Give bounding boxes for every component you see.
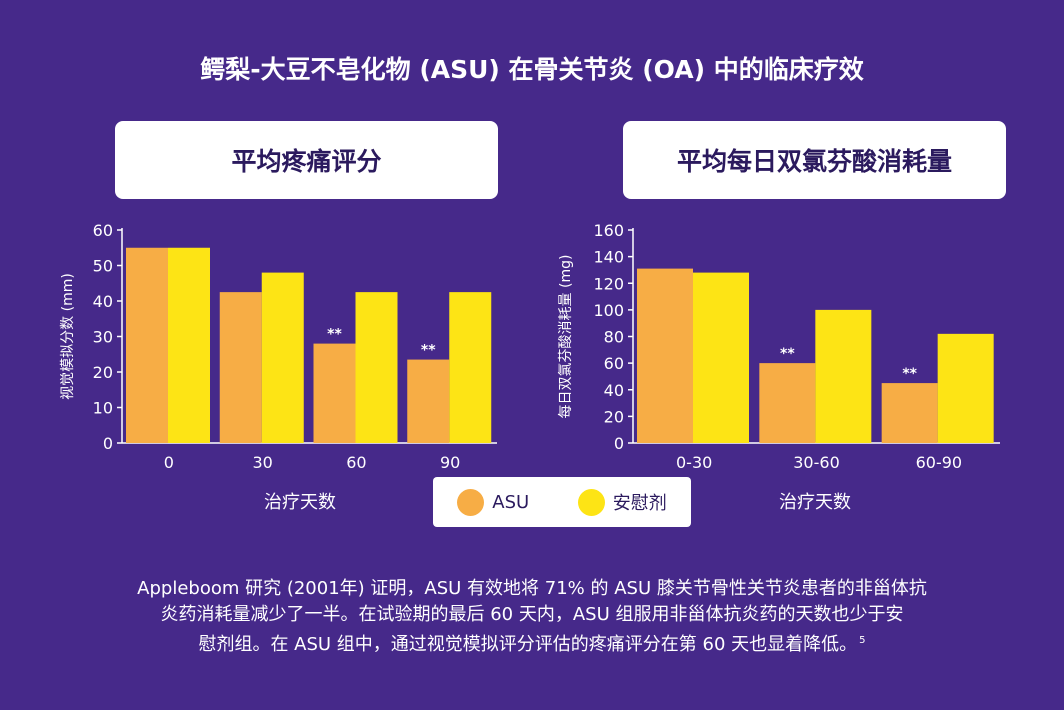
y-tick-label-1-7: 140	[593, 248, 624, 267]
bar-0-asu-0	[126, 247, 168, 443]
bar-1-asu-0	[637, 268, 693, 443]
legend-swatch-placebo	[577, 488, 605, 516]
bar-1-asu-1	[759, 363, 816, 443]
x-axis-label-1: 治疗天数	[779, 492, 851, 513]
x-tick-label-0-1: 30	[252, 453, 272, 472]
y-tick-label-0-5: 50	[93, 257, 113, 276]
legend-item-placebo: 安慰剂	[577, 488, 667, 516]
significance-mark-0-3: **	[421, 343, 436, 359]
y-tick-label-1-1: 20	[604, 407, 624, 426]
legend-label-asu: ASU	[492, 491, 530, 513]
y-tick-label-0-1: 10	[93, 399, 113, 418]
y-tick-label-0-3: 30	[93, 328, 113, 347]
x-tick-label-1-2: 60-90	[916, 453, 963, 472]
x-tick-label-0-2: 60	[346, 453, 366, 472]
y-tick-label-0-4: 40	[93, 292, 113, 311]
significance-mark-0-2: **	[327, 327, 342, 343]
y-tick-label-1-2: 40	[604, 381, 624, 400]
y-tick-label-1-4: 80	[604, 328, 624, 347]
y-axis-label-0: 视觉模拟分数 (mm)	[60, 273, 76, 400]
footnote-reference: 5	[859, 635, 866, 646]
significance-mark-1-2: **	[902, 366, 917, 382]
y-tick-label-0-2: 20	[93, 363, 113, 382]
bar-0-asu-1	[219, 292, 262, 443]
chart-title-diclofenac: 平均每日双氯芬酸消耗量	[623, 121, 1006, 199]
x-tick-label-0-3: 90	[440, 453, 460, 472]
bar-0-asu-3	[407, 359, 450, 443]
bar-1-asu-2	[881, 383, 938, 443]
footnote: Appleboom 研究 (2001年) 证明，ASU 有效地将 71% 的 A…	[60, 576, 1004, 658]
x-tick-label-1-0: 0-30	[676, 453, 712, 472]
bar-1-placebo-1	[815, 309, 872, 443]
y-tick-label-0-6: 60	[93, 221, 113, 240]
footnote-line-2: 炎药消耗量减少了一半。在试验期的最后 60 天内，ASU 组服用非甾体抗炎药的天…	[160, 604, 904, 625]
y-tick-label-1-5: 100	[593, 301, 624, 320]
y-tick-label-1-0: 0	[614, 434, 624, 453]
bar-0-placebo-0	[168, 247, 210, 443]
significance-mark-1-1: **	[780, 346, 795, 362]
y-tick-label-0-0: 0	[103, 434, 113, 453]
y-tick-label-1-3: 60	[604, 354, 624, 373]
legend: ASU 安慰剂	[433, 477, 691, 527]
bar-1-placebo-0	[693, 272, 749, 443]
y-tick-label-1-8: 160	[593, 221, 624, 240]
bar-0-placebo-3	[449, 292, 492, 443]
footnote-line-1: Appleboom 研究 (2001年) 证明，ASU 有效地将 71% 的 A…	[137, 578, 927, 599]
legend-label-placebo: 安慰剂	[612, 493, 667, 514]
bar-1-placebo-2	[937, 333, 994, 443]
x-tick-label-0-0: 0	[164, 453, 174, 472]
y-axis-label-1: 每日双氯芬酸消耗量 (mg)	[558, 255, 574, 419]
chart-title-pain-score: 平均疼痛评分	[115, 121, 498, 199]
x-tick-label-1-1: 30-60	[793, 453, 840, 472]
bar-0-placebo-1	[261, 272, 304, 443]
y-tick-label-1-6: 120	[593, 274, 624, 293]
legend-item-asu: ASU	[457, 488, 530, 516]
bar-0-placebo-2	[355, 292, 398, 443]
x-axis-label-0: 治疗天数	[264, 492, 336, 513]
footnote-line-3: 慰剂组。在 ASU 组中，通过视觉模拟评分评估的疼痛评分在第 60 天也显着降低…	[198, 634, 858, 655]
legend-swatch-asu	[457, 488, 485, 516]
page-title: 鳄梨-大豆不皂化物 (ASU) 在骨关节炎 (OA) 中的临床疗效	[200, 55, 864, 84]
bar-0-asu-2	[313, 343, 356, 443]
